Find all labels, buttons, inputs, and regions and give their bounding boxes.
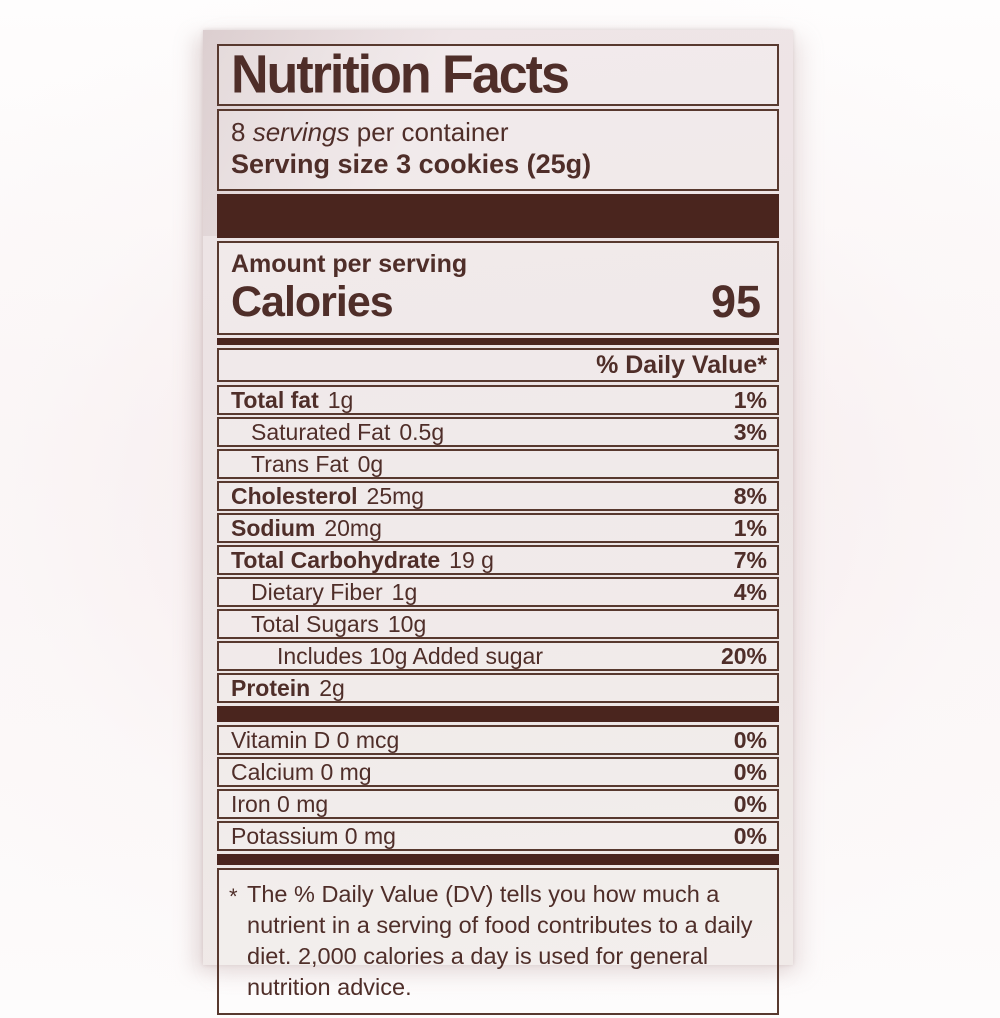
nutrient-name: Includes 10g Added sugar — [277, 642, 543, 669]
nutrient-name: Dietary Fiber — [251, 578, 383, 605]
nutrient-row: Total Carbohydrate 19 g 7% — [217, 545, 779, 575]
vitamin-row: Calcium 0 mg 0% — [217, 757, 779, 787]
label-title: Nutrition Facts — [231, 44, 570, 106]
vitamin-row: Vitamin D 0 mcg 0% — [217, 725, 779, 755]
nutrient-amount: 1g — [327, 386, 354, 413]
nutrient-row: Total Sugars 10g — [217, 609, 779, 639]
nutrient-row: Total fat 1g 1% — [217, 385, 779, 415]
nutrient-name: Saturated Fat — [251, 418, 391, 445]
nutrient-row: Sodium 20mg 1% — [217, 513, 779, 543]
servings-suffix: per container — [349, 117, 509, 147]
nutrient-daily-value: 8% — [733, 482, 767, 509]
thick-divider-top — [217, 194, 779, 238]
nutrient-amount: 10g — [387, 610, 427, 637]
vitamin-daily-value: 0% — [733, 790, 767, 817]
thin-divider-bottom — [217, 854, 779, 865]
nutrient-amount: 0g — [357, 450, 384, 477]
nutrient-amount: 2g — [319, 674, 345, 701]
nutrient-daily-value: 7% — [733, 546, 767, 573]
nutrient-row: Saturated Fat 0.5g 3% — [217, 417, 779, 447]
nutrient-amount: 1g — [391, 578, 418, 605]
nutrient-daily-value: 1% — [733, 386, 767, 413]
nutrient-name: Protein — [231, 674, 311, 701]
nutrient-daily-value: 4% — [733, 578, 767, 605]
amount-per-serving-label: Amount per serving — [231, 250, 468, 278]
nutrient-name: Total fat — [231, 386, 319, 413]
nutrition-facts-label: Nutrition Facts 8 servings per container… — [203, 30, 793, 1015]
servings-count: 8 — [231, 117, 246, 147]
vitamin-name: Vitamin D 0 mcg — [231, 726, 400, 753]
footnote: * The % Daily Value (DV) tells you how m… — [217, 868, 779, 1015]
vitamin-daily-value: 0% — [733, 726, 767, 753]
serving-size: Serving size 3 cookies (25g) — [231, 149, 592, 179]
vitamin-rows: Vitamin D 0 mcg 0% Calcium 0 mg 0% Iron … — [217, 725, 779, 851]
thick-divider-middle — [217, 706, 779, 722]
nutrient-amount: 19 g — [449, 546, 494, 573]
vitamin-name: Potassium 0 mg — [231, 822, 396, 849]
nutrient-amount: 20mg — [324, 514, 382, 541]
nutrient-daily-value: 3% — [733, 418, 767, 445]
title-box: Nutrition Facts — [217, 44, 779, 106]
vitamin-name: Calcium 0 mg — [231, 758, 372, 785]
vitamin-row: Potassium 0 mg 0% — [217, 821, 779, 851]
medium-divider — [217, 338, 779, 345]
nutrient-row: Trans Fat 0g — [217, 449, 779, 479]
nutrient-name: Total Carbohydrate — [231, 546, 441, 573]
servings-word: servings — [252, 117, 350, 147]
calories-value: 95 — [710, 276, 761, 327]
nutrient-daily-value: 1% — [733, 514, 767, 541]
daily-value-header: % Daily Value* — [217, 348, 779, 382]
nutrient-name: Sodium — [231, 514, 316, 541]
nutrient-row: Cholesterol 25mg 8% — [217, 481, 779, 511]
vitamin-row: Iron 0 mg 0% — [217, 789, 779, 819]
nutrient-amount: 0.5g — [399, 418, 445, 445]
nutrient-row: Includes 10g Added sugar 20% — [217, 641, 779, 671]
footnote-text: The % Daily Value (DV) tells you how muc… — [247, 881, 753, 1000]
vitamin-daily-value: 0% — [733, 758, 767, 785]
calories-label: Calories — [231, 278, 394, 326]
nutrient-row: Protein 2g — [217, 673, 779, 703]
servings-per-container: 8 servings per container — [231, 117, 765, 148]
vitamin-name: Iron 0 mg — [231, 790, 329, 817]
nutrient-rows: Total fat 1g 1% Saturated Fat 0.5g 3% Tr… — [217, 385, 779, 703]
servings-box: 8 servings per container Serving size 3 … — [217, 109, 779, 191]
calories-row: Calories 95 — [231, 276, 765, 327]
nutrient-daily-value: 20% — [720, 642, 767, 669]
nutrient-row: Dietary Fiber 1g 4% — [217, 577, 779, 607]
calories-box: Amount per serving Calories 95 — [217, 241, 779, 335]
nutrient-name: Trans Fat — [251, 450, 349, 477]
printed-panel: Nutrition Facts 8 servings per container… — [217, 44, 779, 1018]
vitamin-daily-value: 0% — [733, 822, 767, 849]
nutrient-name: Cholesterol — [231, 482, 358, 509]
nutrient-amount: 25mg — [366, 482, 425, 509]
footnote-asterisk: * — [229, 884, 238, 909]
nutrient-name: Total Sugars — [251, 610, 379, 637]
